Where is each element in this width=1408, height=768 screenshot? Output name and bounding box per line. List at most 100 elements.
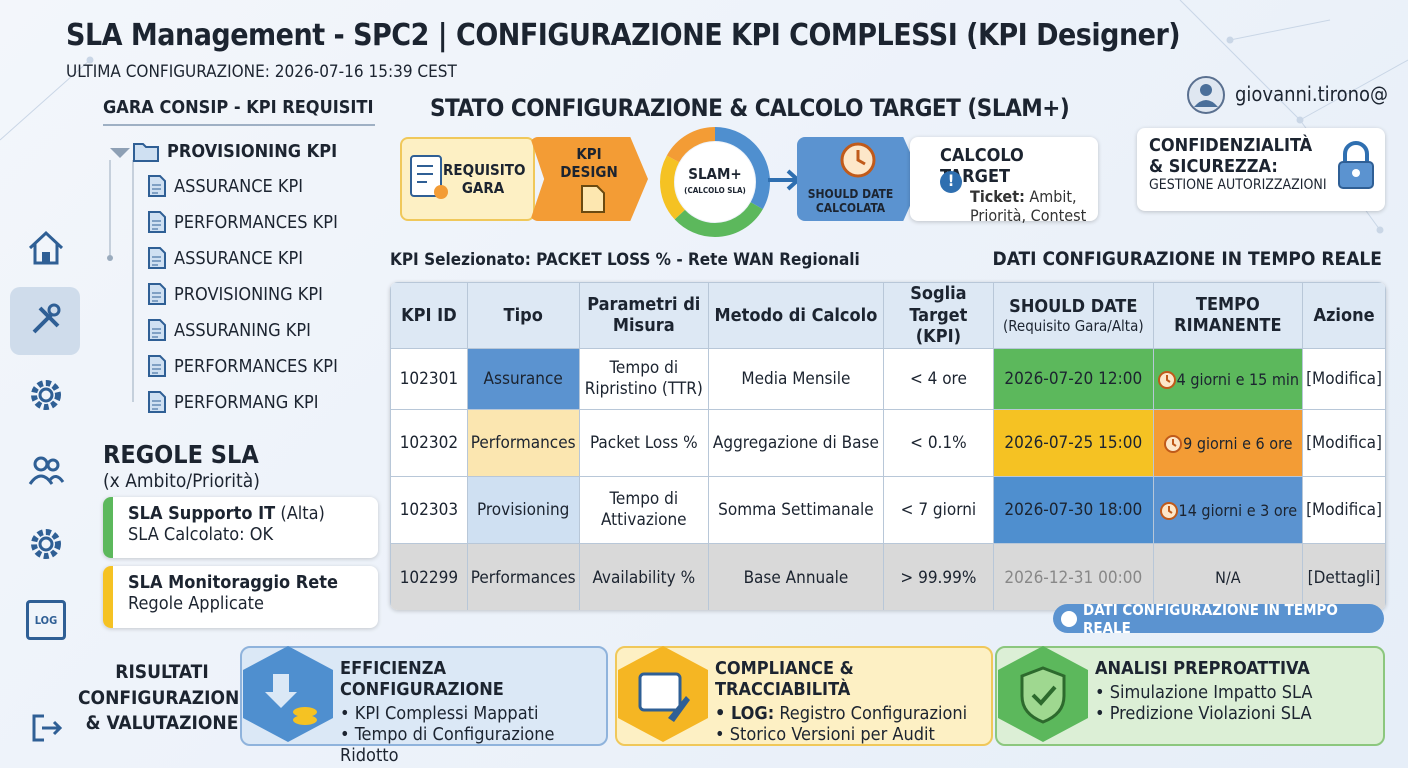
column-header: Parametri di Misura <box>578 282 709 349</box>
results-title: RISULTATI CONFIGURAZIONE & VALUTAZIONE <box>78 661 251 735</box>
table-cell: 2026-07-25 15:00 <box>993 408 1154 477</box>
result-item: • LOG: Registro Configurazioni <box>715 703 991 724</box>
badge-icon <box>1061 610 1077 627</box>
realtime-title: DATI CONFIGURAZIONE IN TEMPO REALE <box>992 248 1382 270</box>
compliance-glyph <box>638 672 690 722</box>
column-header-label: KPI ID <box>401 304 457 326</box>
slam-note: (CALCOLO SLA) <box>684 186 746 195</box>
nav-home[interactable] <box>26 228 66 268</box>
result-title: ANALISI PREPROATTIVA <box>1095 658 1310 679</box>
page-title: SLA Management - SPC2 | CONFIGURAZIONE K… <box>66 18 1181 53</box>
result-item: • Storico Versioni per Audit <box>715 724 935 745</box>
user-name[interactable]: giovanni.tirono@ <box>1235 82 1389 106</box>
cell-text: [Modifica] <box>1306 432 1382 453</box>
nav-log[interactable]: LOG <box>26 600 66 640</box>
step-label: SHOULD DATE CALCOLATA <box>807 187 894 215</box>
result-item: • Tempo di Configurazione Ridotto <box>340 724 555 766</box>
column-header: Azione <box>1302 282 1386 349</box>
nav-tools[interactable] <box>26 300 66 340</box>
security-box: CONFIDENZIALITÀ & SICUREZZA: GESTIONE AU… <box>1137 128 1385 211</box>
table-cell: 102303 <box>390 475 468 544</box>
cell-text: Aggregazione di Base <box>712 432 879 453</box>
rule-card[interactable]: SLA Monitoraggio Rete Regole Applicate <box>103 566 378 628</box>
cell-text: 102301 <box>399 368 459 389</box>
tree-item-label: PROVISIONING KPI <box>174 283 323 305</box>
cell-text: 2026-12-31 00:00 <box>1004 567 1143 588</box>
table-cell: Base Annuale <box>707 542 884 610</box>
rule-priority: (Alta) <box>280 503 325 524</box>
rule-status-bar <box>103 566 113 628</box>
calc-target-box: CALCOLO TARGET ! Ticket: Ambit, Priorità… <box>910 137 1098 225</box>
analysis-glyph <box>1020 666 1066 724</box>
action-link[interactable]: [Modifica] <box>1302 347 1386 410</box>
cell-text: [Modifica] <box>1306 368 1382 389</box>
tree-item-label: PERFORMANG KPI <box>174 391 319 413</box>
last-config: ULTIMA CONFIGURAZIONE: 2026-07-16 15:39 … <box>66 62 457 82</box>
cell-text: 2026-07-20 12:00 <box>1004 368 1143 389</box>
nav-settings-2[interactable] <box>26 524 66 564</box>
table-cell: < 7 giorni <box>882 475 995 544</box>
result-title: EFFICIENZA CONFIGURAZIONE <box>340 658 504 700</box>
action-link[interactable]: [Modifica] <box>1302 408 1386 477</box>
flow-step-requisito: REQUISITO GARA <box>400 137 535 221</box>
cell-text: 2026-07-25 15:00 <box>1004 432 1143 453</box>
selected-kpi: KPI Selezionato: PACKET LOSS % - Rete WA… <box>390 250 860 270</box>
rule-card[interactable]: SLA Supporto IT (Alta) SLA Calcolato: OK <box>103 497 378 558</box>
tree-root-label: PROVISIONING KPI <box>167 140 338 162</box>
kpi-doc-icon <box>148 247 166 269</box>
user-avatar[interactable] <box>1186 75 1226 115</box>
timer-icon <box>1157 370 1176 389</box>
lock-icon <box>1338 141 1374 189</box>
tree-item[interactable]: PERFORMANCES KPI <box>148 211 338 233</box>
table-cell: Aggregazione di Base <box>707 408 884 477</box>
badge-label: DATI CONFIGURAZIONE IN TEMPO REALE <box>1083 600 1338 637</box>
tree-item[interactable]: PERFORMANCES KPI <box>148 355 338 377</box>
table-cell: Performances <box>466 408 580 477</box>
cell-text: 14 giorni e 3 ore <box>1178 500 1298 520</box>
rule-name: SLA Supporto IT <box>128 503 276 524</box>
table-cell: < 0.1% <box>882 408 995 477</box>
cell-text: Availability % <box>592 567 696 588</box>
tree-item[interactable]: ASSURANING KPI <box>148 319 311 341</box>
cell-text: Media Mensile <box>741 368 851 389</box>
kpi-doc-icon <box>148 283 166 305</box>
tree-item[interactable]: ASSURANCE KPI <box>148 175 303 197</box>
tree-root[interactable]: PROVISIONING KPI <box>133 140 337 162</box>
table-row: 102299 Performances Availability % Base Ann… <box>390 542 1386 610</box>
kpi-doc-icon <box>148 355 166 377</box>
table-cell: N/A <box>1152 542 1304 610</box>
tree-item-label: PERFORMANCES KPI <box>174 211 338 233</box>
table-cell: Availability % <box>578 542 709 610</box>
security-text: GESTIONE AUTORIZZAZIONI <box>1149 177 1327 194</box>
tree-item[interactable]: ASSURANCE KPI <box>148 247 303 269</box>
tree-item-label: PERFORMANCES KPI <box>174 355 338 377</box>
column-header-label: TEMPO RIMANENTE <box>1174 293 1282 337</box>
result-log-label: • LOG: <box>715 703 775 724</box>
tree-item[interactable]: PROVISIONING KPI <box>148 283 323 305</box>
cell-text: Performances <box>470 432 576 453</box>
action-link[interactable]: [Modifica] <box>1302 475 1386 544</box>
calc-target-text: Ticket: Ambit, Priorità, Contest <box>940 187 1092 225</box>
tree-item[interactable]: PERFORMANG KPI <box>148 391 319 413</box>
table-cell: Media Mensile <box>707 347 884 410</box>
nav-settings[interactable] <box>26 375 66 415</box>
tree-item-label: ASSURANCE KPI <box>174 247 304 269</box>
table-cell: < 4 ore <box>882 347 995 410</box>
slam-label: SLAM+ <box>688 165 742 183</box>
cell-text: Tempo di Ripristino (TTR) <box>584 358 703 399</box>
clipboard-icon <box>410 155 448 199</box>
cell-text: Assurance <box>483 368 563 389</box>
result-title: COMPLIANCE & TRACCIABILITÀ <box>715 658 854 700</box>
calc-target-label: Ticket: <box>970 187 1025 206</box>
action-link[interactable]: [Dettagli] <box>1302 542 1386 610</box>
kpi-doc-icon <box>148 391 166 413</box>
cell-text: Provisioning <box>476 499 570 520</box>
clock-icon <box>840 142 876 178</box>
cell-text: 2026-07-30 18:00 <box>1004 499 1143 520</box>
column-header: TEMPO RIMANENTE <box>1152 282 1304 349</box>
table-row: 102301 Assurance Tempo di Ripristino (TTR)… <box>390 347 1386 410</box>
nav-users[interactable] <box>26 450 66 490</box>
compliance-icon <box>618 646 708 742</box>
nav-logout[interactable] <box>26 708 66 748</box>
table-cell: 4 giorni e 15 min <box>1152 347 1304 410</box>
